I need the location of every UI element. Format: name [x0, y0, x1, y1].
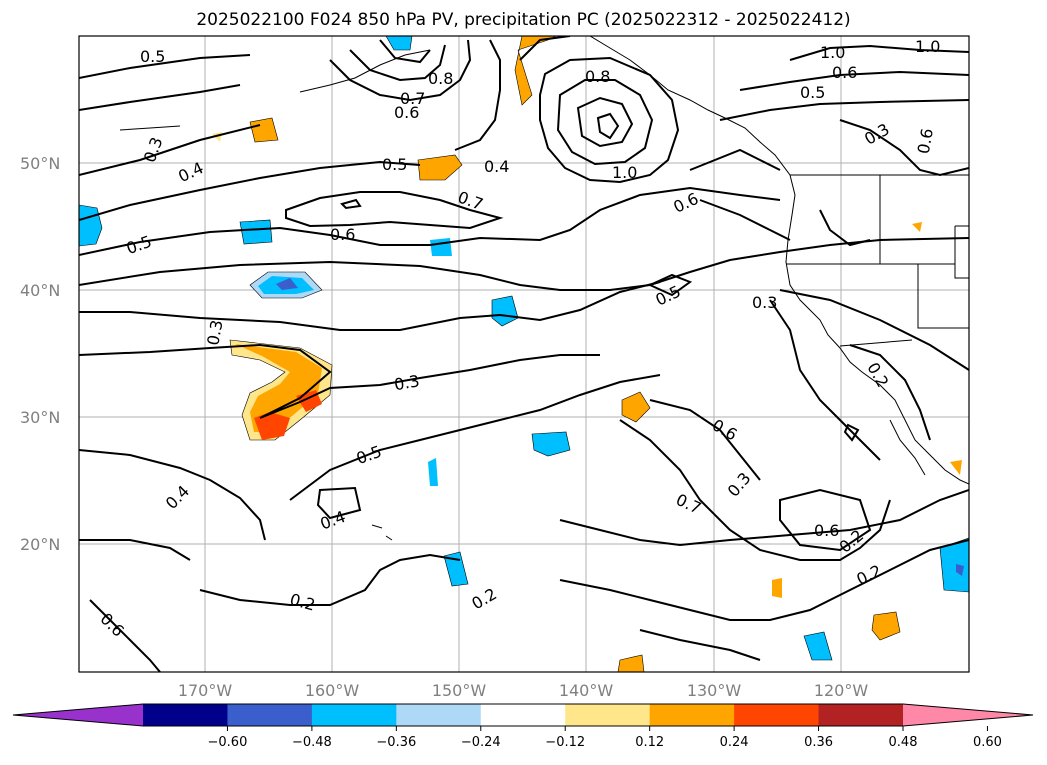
precip-region: [249, 117, 279, 143]
lon-label: 120°W: [814, 681, 869, 700]
contour-label: 1.0: [612, 163, 637, 182]
contour-label: 0.8: [585, 67, 610, 86]
lat-label: 40°N: [20, 281, 60, 300]
contour-label: 0.8: [428, 69, 453, 88]
contour-label: 0.6: [330, 225, 355, 244]
colorbar-segment: [734, 704, 820, 726]
contour-label: 0.3: [393, 371, 421, 394]
precip-region: [956, 564, 964, 576]
colorbar-segment: [227, 704, 313, 726]
precip-region: [385, 36, 413, 51]
precip-region: [950, 460, 962, 475]
lat-label: 20°N: [20, 535, 60, 554]
colorbar-segment: [818, 704, 904, 726]
colorbar-tick-label: −0.48: [292, 735, 332, 750]
contour-label: 1.0: [915, 37, 940, 56]
colorbar-tick-label: −0.24: [461, 735, 501, 750]
contour-label: 1.0: [820, 43, 845, 62]
colorbar-segment: [480, 704, 566, 726]
contour-label: 0.6: [394, 103, 419, 122]
map-plot-area: 0.5 0.8 0.7 0.6 1.0 0.8 0.6 0.5 1.0 0.3 …: [79, 36, 969, 672]
lon-label: 140°W: [559, 681, 614, 700]
contour-label: 0.6: [814, 521, 839, 540]
contour-label: 0.4: [484, 157, 509, 176]
contour-label: 0.7: [400, 89, 425, 108]
precip-shading: [79, 36, 969, 672]
precip-region: [417, 154, 463, 181]
contour-label: 0.5: [140, 47, 165, 66]
precip-region: [531, 431, 571, 457]
map-title: 2025022100 F024 850 hPa PV, precipitatio…: [196, 10, 851, 30]
precip-region: [443, 551, 469, 587]
lat-axis-labels: 50°N 40°N 30°N 20°N: [20, 154, 60, 554]
colorbar-tick-label: −0.36: [376, 735, 416, 750]
colorbar-tick-label: 0.12: [635, 735, 664, 750]
precip-region: [871, 611, 901, 641]
colorbar-segment: [143, 704, 228, 726]
contour-label: 0.6: [914, 127, 937, 155]
precip-region: [772, 578, 782, 598]
precip-region: [617, 654, 645, 672]
lon-axis-labels: 170°W 160°W 150°W 140°W 130°W 120°W: [178, 681, 869, 700]
colorbar-tick-label: 0.36: [804, 735, 833, 750]
precip-region: [803, 631, 833, 661]
colorbar-tick-label: −0.60: [208, 735, 248, 750]
colorbar-extend-low: [13, 704, 143, 726]
colorbar-tick-label: 0.24: [720, 735, 749, 750]
colorbar-segment: [396, 704, 482, 726]
lat-label: 50°N: [20, 154, 60, 173]
contour-label: 0.3: [752, 293, 777, 312]
lat-label: 30°N: [20, 408, 60, 427]
contour-label: 0.6: [832, 63, 857, 82]
contour-label: 0.5: [382, 155, 407, 174]
precip-region: [235, 344, 322, 432]
precip-region: [621, 391, 651, 423]
contour-label: 0.3: [203, 318, 226, 346]
precip-region: [430, 238, 452, 256]
colorbar-tick-label: 0.60: [973, 735, 1002, 750]
map-border: [78, 35, 970, 673]
precip-region: [239, 219, 273, 245]
colorbar-outline: [12, 703, 1034, 727]
precip-region: [939, 537, 969, 593]
colorbar-segment: [565, 704, 651, 726]
precip-region: [428, 458, 438, 486]
precip-region: [912, 222, 922, 232]
precip-region: [276, 278, 298, 290]
colorbar-extend-high: [903, 704, 1033, 726]
colorbar-tick-label: 0.48: [889, 735, 918, 750]
colorbar: −0.60 −0.48 −0.36 −0.24 −0.12 0.12 0.24 0.36 0.4…: [12, 703, 1034, 750]
colorbar-tick-label: −0.12: [545, 735, 585, 750]
lon-label: 150°W: [432, 681, 487, 700]
colorbar-segment: [311, 704, 397, 726]
contour-label: 0.5: [800, 83, 825, 102]
lon-label: 130°W: [687, 681, 742, 700]
lon-label: 160°W: [305, 681, 360, 700]
lon-label: 170°W: [178, 681, 233, 700]
colorbar-segment: [649, 704, 735, 726]
precip-region: [254, 412, 290, 440]
pv-contours: [79, 36, 969, 672]
